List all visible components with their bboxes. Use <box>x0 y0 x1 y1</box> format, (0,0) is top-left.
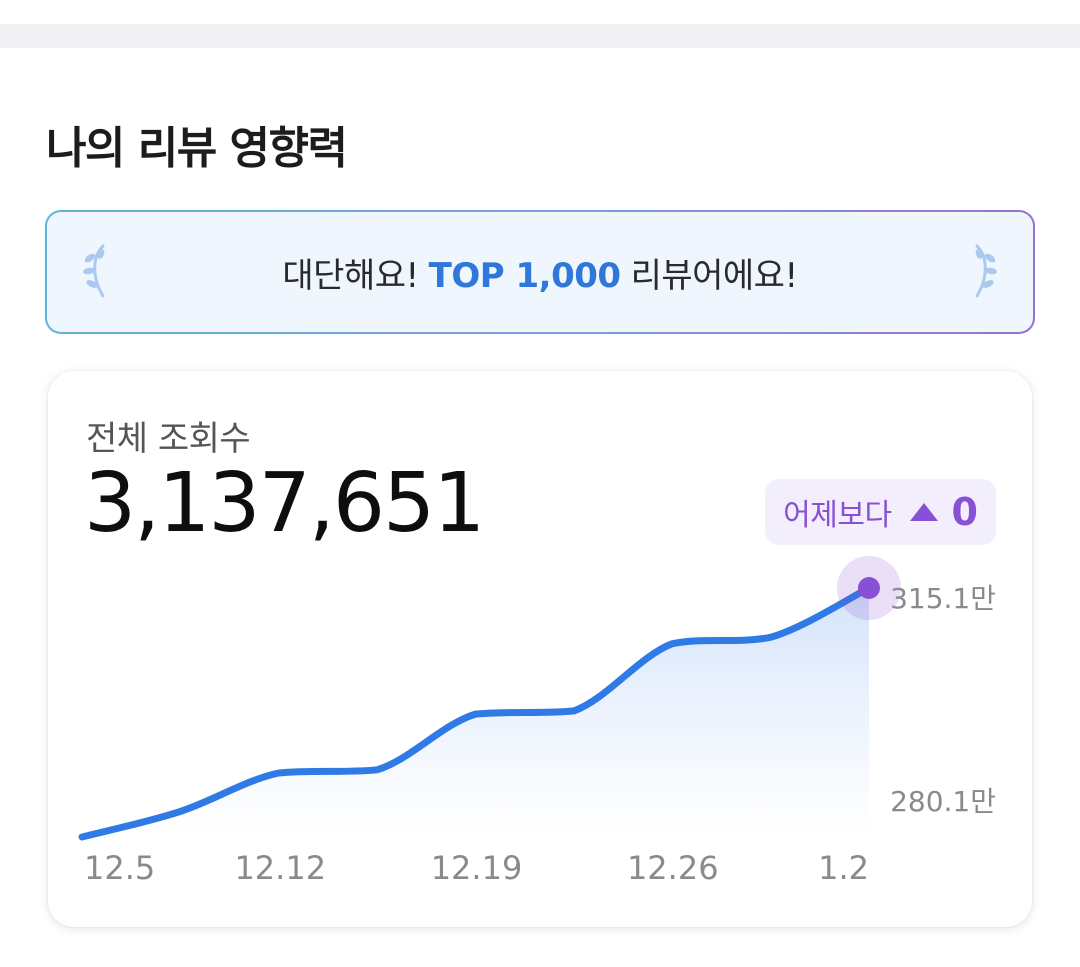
views-trend-chart: 315.1만 280.1만 12.5 12.12 12.19 12.26 1.2 <box>78 556 996 887</box>
x-tick-label: 1.2 <box>818 849 869 887</box>
up-arrow-icon <box>909 503 938 521</box>
top-strip <box>0 0 1080 24</box>
banner-prefix: 대단해요! <box>282 255 419 296</box>
chart-point <box>374 767 380 773</box>
banner-suffix: 리뷰어에요! <box>630 255 799 296</box>
x-tick-label: 12.12 <box>234 849 326 887</box>
chart-point <box>669 641 675 647</box>
daily-change-label: 어제보다 <box>783 498 892 533</box>
y-tick-label: 315.1만 <box>890 582 996 615</box>
banner-rank: TOP 1,000 <box>428 255 621 296</box>
chart-point <box>177 808 183 814</box>
chart-point <box>571 708 577 714</box>
total-views-value: 3,137,651 <box>84 456 485 551</box>
total-views-label: 전체 조회수 <box>86 419 251 459</box>
chart-point <box>79 834 85 840</box>
chart-point <box>473 711 479 717</box>
x-tick-label: 12.19 <box>431 849 523 887</box>
total-views-card: 전체 조회수 3,137,651 어제보다 0 315.1만 280.1만 12.… <box>48 371 1032 927</box>
daily-change-badge: 어제보다 0 <box>765 479 996 545</box>
section-divider <box>0 24 1080 48</box>
chart-point <box>768 634 774 640</box>
views-trend-line <box>78 584 873 841</box>
banner-body: 대단해요! TOP 1,000 리뷰어에요! <box>47 212 1033 332</box>
laurel-left-icon <box>83 244 105 298</box>
reviewer-rank-banner[interactable]: 대단해요! TOP 1,000 리뷰어에요! <box>45 210 1035 334</box>
laurel-right-icon <box>975 244 997 298</box>
y-tick-label: 280.1만 <box>890 785 996 818</box>
chart-point <box>276 770 282 776</box>
x-tick-label: 12.5 <box>84 849 155 887</box>
latest-point-marker <box>858 577 880 599</box>
banner-message: 대단해요! TOP 1,000 리뷰어에요! <box>282 248 799 297</box>
x-tick-label: 12.26 <box>627 849 719 887</box>
page-title: 나의 리뷰 영향력 <box>46 123 348 174</box>
daily-change-value: 0 <box>951 490 978 534</box>
